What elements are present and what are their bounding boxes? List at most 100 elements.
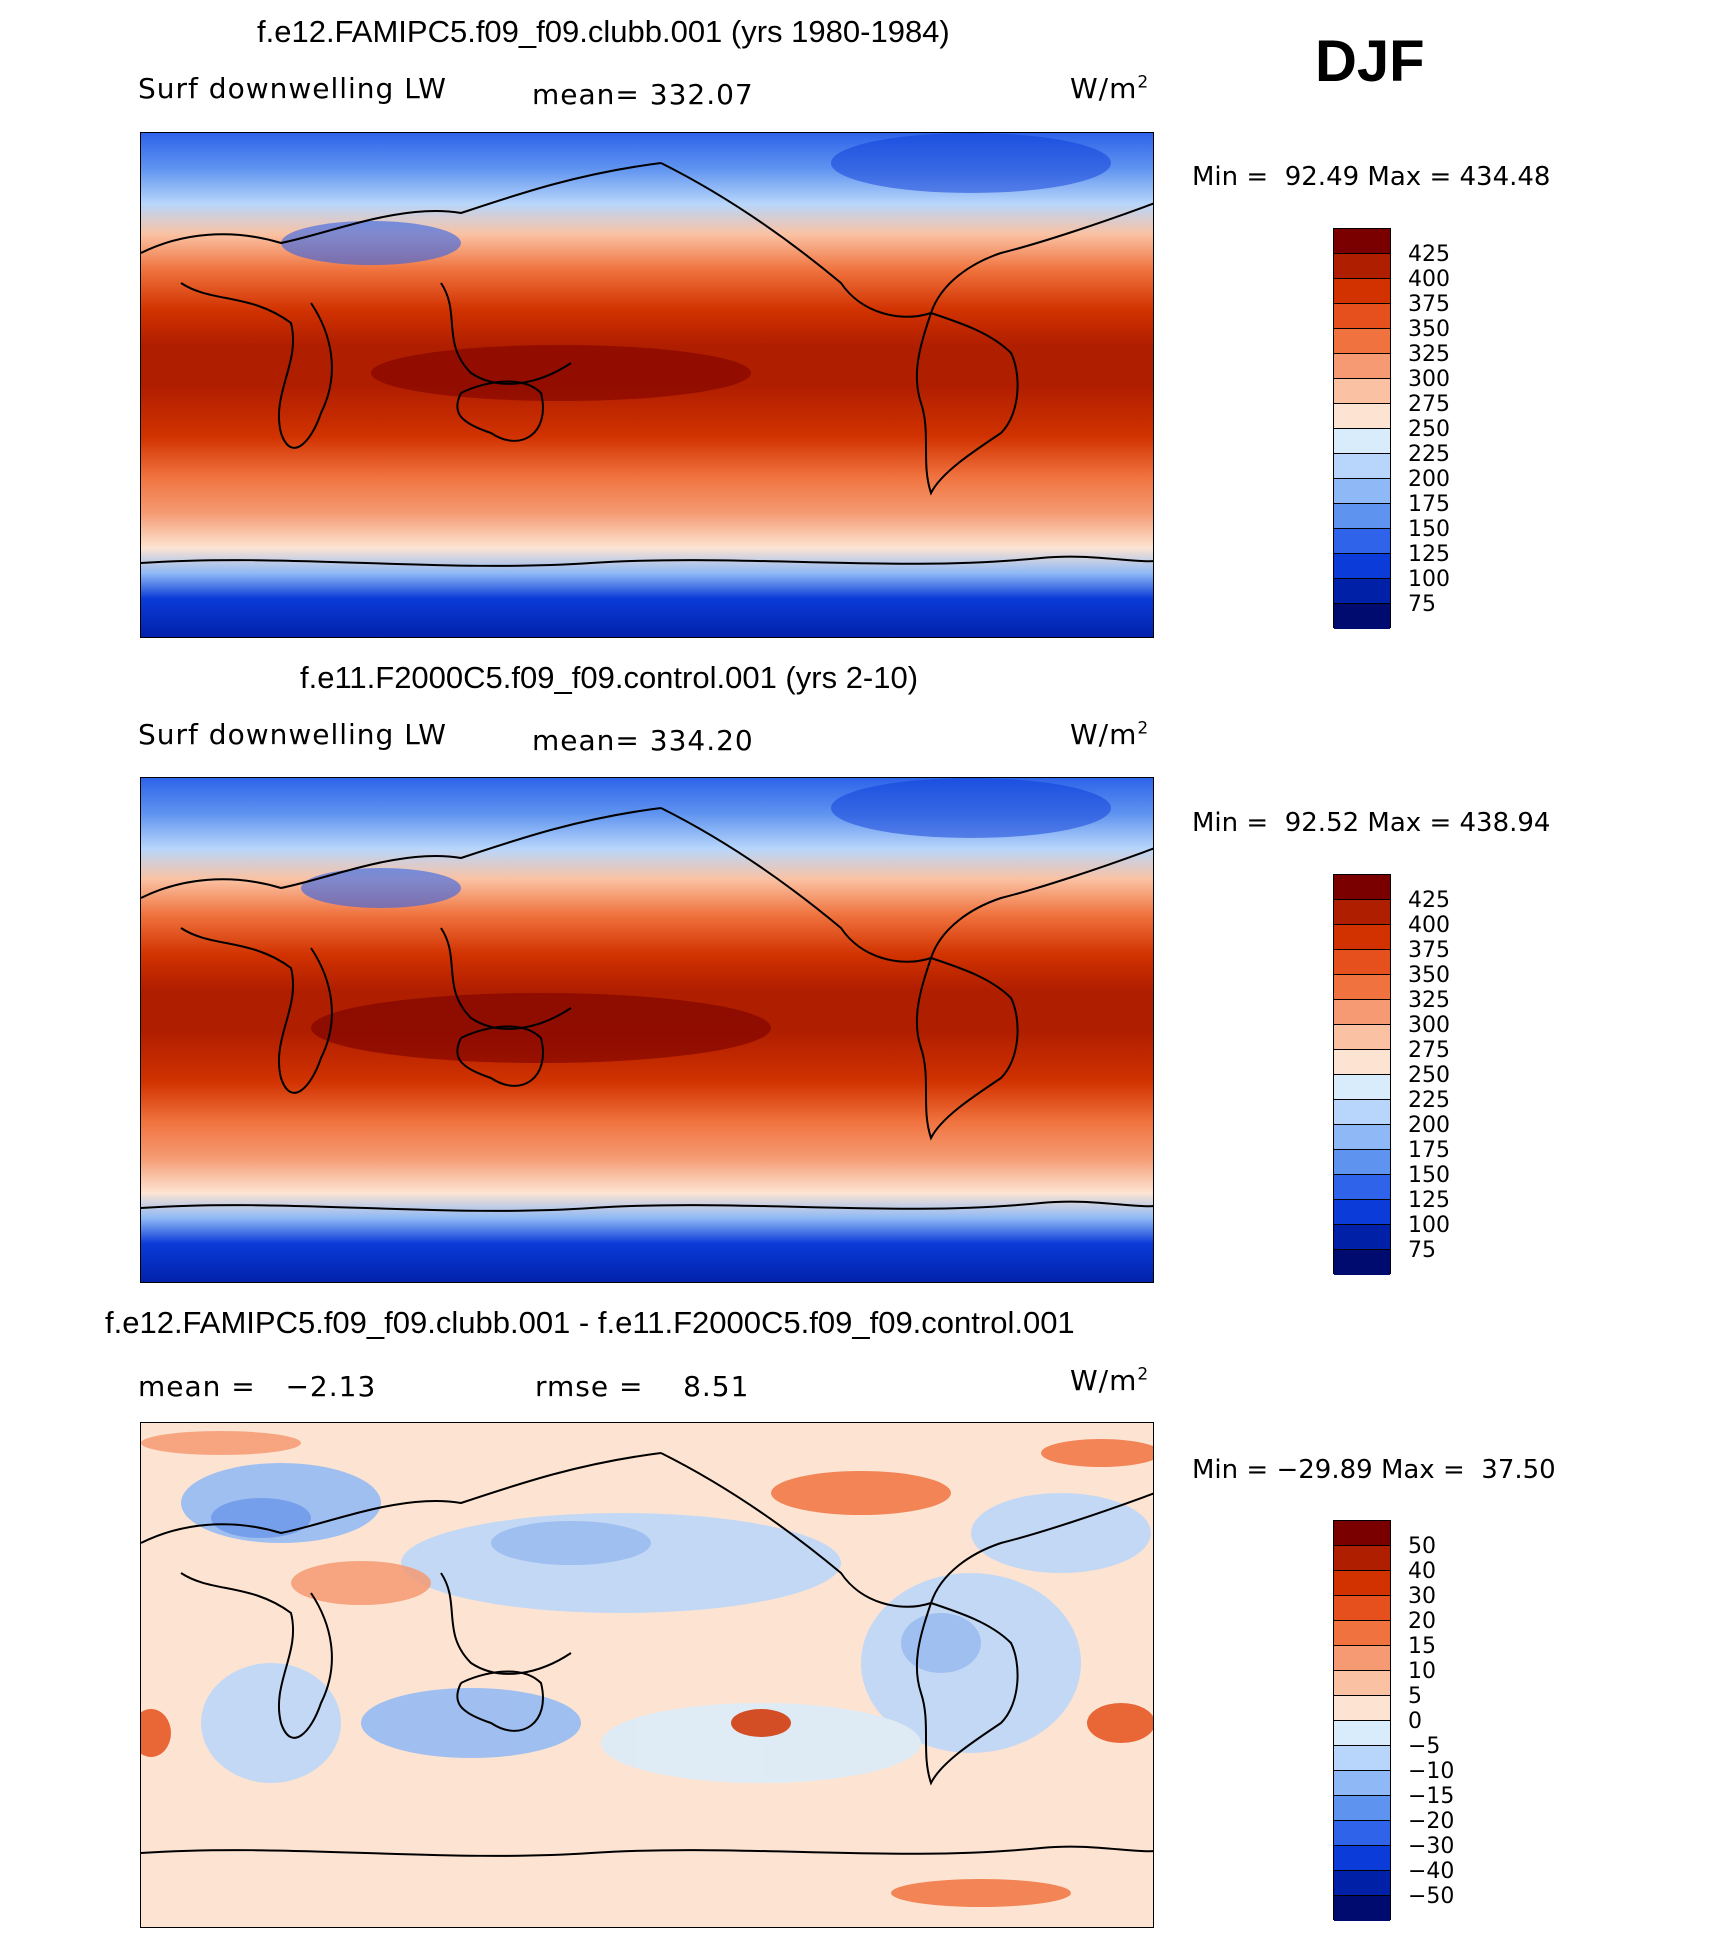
panel2-variable-label: Surf downwelling LW xyxy=(138,718,447,751)
panel2-units: W/m2 xyxy=(1070,718,1150,751)
colorbar-tick: 325 xyxy=(1408,988,1450,1013)
colorbar-tick: 300 xyxy=(1408,1013,1450,1038)
colorbar-tick: 250 xyxy=(1408,417,1450,442)
colorbar-swatch xyxy=(1334,529,1390,554)
colorbar-tick: 225 xyxy=(1408,1088,1450,1113)
colorbar-swatch xyxy=(1334,1771,1390,1796)
colorbar-tick: 350 xyxy=(1408,317,1450,342)
panel1-units: W/m2 xyxy=(1070,72,1150,105)
colorbar-tick: 125 xyxy=(1408,1188,1450,1213)
colorbar-tick: 75 xyxy=(1408,1238,1436,1263)
colorbar-swatch xyxy=(1334,1646,1390,1671)
colorbar-tick: 40 xyxy=(1408,1559,1436,1584)
colorbar-tick: 15 xyxy=(1408,1634,1436,1659)
colorbar-tick: 350 xyxy=(1408,963,1450,988)
colorbar-swatch xyxy=(1334,329,1390,354)
colorbar-tick: 400 xyxy=(1408,913,1450,938)
colorbar-swatch xyxy=(1334,1746,1390,1771)
panel3-mean-label: mean = −2.13 xyxy=(138,1370,377,1403)
colorbar-tick: 150 xyxy=(1408,517,1450,542)
colorbar-tick: 20 xyxy=(1408,1609,1436,1634)
colorbar-swatch xyxy=(1334,1050,1390,1075)
colorbar-swatch xyxy=(1334,1571,1390,1596)
colorbar-swatch xyxy=(1334,1896,1390,1921)
colorbar-swatch xyxy=(1334,900,1390,925)
colorbar-swatch xyxy=(1334,1200,1390,1225)
colorbar-tick: 375 xyxy=(1408,292,1450,317)
colorbar-tick: 50 xyxy=(1408,1534,1436,1559)
panel1-minmax: Min = 92.49 Max = 434.48 xyxy=(1192,162,1551,192)
colorbar-swatch xyxy=(1334,1671,1390,1696)
colorbar-swatch xyxy=(1334,579,1390,604)
colorbar-swatch xyxy=(1334,1821,1390,1846)
colorbar-tick: 225 xyxy=(1408,442,1450,467)
colorbar-swatch xyxy=(1334,604,1390,629)
colorbar-swatch xyxy=(1334,1596,1390,1621)
panel2-map xyxy=(140,777,1154,1283)
colorbar-tick: 375 xyxy=(1408,938,1450,963)
colorbar-swatch xyxy=(1334,1871,1390,1896)
colorbar-tick: 125 xyxy=(1408,542,1450,567)
panel2-colorbar xyxy=(1333,874,1391,1275)
panel3-rmse-label: rmse = 8.51 xyxy=(535,1370,750,1403)
panel2-title: f.e11.F2000C5.f09_f09.control.001 (yrs 2… xyxy=(300,660,919,695)
colorbar-tick: 200 xyxy=(1408,467,1450,492)
panel1-map xyxy=(140,132,1154,638)
colorbar-tick: 5 xyxy=(1408,1684,1422,1709)
colorbar-swatch xyxy=(1334,379,1390,404)
panel1-title: f.e12.FAMIPC5.f09_f09.clubb.001 (yrs 198… xyxy=(257,14,950,49)
colorbar-swatch xyxy=(1334,229,1390,254)
colorbar-swatch xyxy=(1334,1025,1390,1050)
colorbar-tick: 300 xyxy=(1408,367,1450,392)
panel3-colorbar xyxy=(1333,1520,1391,1921)
panel1-mean-label: mean= 332.07 xyxy=(532,78,754,111)
colorbar-swatch xyxy=(1334,1621,1390,1646)
colorbar-tick: 250 xyxy=(1408,1063,1450,1088)
colorbar-swatch xyxy=(1334,1125,1390,1150)
colorbar-tick: −50 xyxy=(1408,1884,1455,1909)
colorbar-tick: 200 xyxy=(1408,1113,1450,1138)
colorbar-tick: 30 xyxy=(1408,1584,1436,1609)
colorbar-tick: 150 xyxy=(1408,1163,1450,1188)
colorbar-swatch xyxy=(1334,875,1390,900)
colorbar-tick: 175 xyxy=(1408,492,1450,517)
colorbar-swatch xyxy=(1334,429,1390,454)
colorbar-tick: 0 xyxy=(1408,1709,1422,1734)
colorbar-tick: 275 xyxy=(1408,392,1450,417)
colorbar-swatch xyxy=(1334,1521,1390,1546)
colorbar-tick: −20 xyxy=(1408,1809,1455,1834)
colorbar-tick: 100 xyxy=(1408,1213,1450,1238)
colorbar-tick: 100 xyxy=(1408,567,1450,592)
panel3-title: f.e12.FAMIPC5.f09_f09.clubb.001 - f.e11.… xyxy=(105,1305,1075,1340)
colorbar-swatch xyxy=(1334,1150,1390,1175)
colorbar-tick: 400 xyxy=(1408,267,1450,292)
season-label: DJF xyxy=(1315,29,1425,94)
colorbar-tick: −15 xyxy=(1408,1784,1455,1809)
colorbar-swatch xyxy=(1334,1546,1390,1571)
colorbar-swatch xyxy=(1334,454,1390,479)
colorbar-tick: 275 xyxy=(1408,1038,1450,1063)
colorbar-swatch xyxy=(1334,1250,1390,1275)
colorbar-swatch xyxy=(1334,1075,1390,1100)
colorbar-tick: −30 xyxy=(1408,1834,1455,1859)
panel1-variable-label: Surf downwelling LW xyxy=(138,72,447,105)
colorbar-swatch xyxy=(1334,1000,1390,1025)
colorbar-swatch xyxy=(1334,1696,1390,1721)
colorbar-tick: 325 xyxy=(1408,342,1450,367)
colorbar-swatch xyxy=(1334,1796,1390,1821)
colorbar-swatch xyxy=(1334,304,1390,329)
colorbar-tick: 10 xyxy=(1408,1659,1436,1684)
colorbar-tick: 175 xyxy=(1408,1138,1450,1163)
colorbar-swatch xyxy=(1334,1721,1390,1746)
colorbar-swatch xyxy=(1334,504,1390,529)
colorbar-swatch xyxy=(1334,554,1390,579)
colorbar-swatch xyxy=(1334,950,1390,975)
colorbar-tick: −40 xyxy=(1408,1859,1455,1884)
colorbar-swatch xyxy=(1334,279,1390,304)
panel3-minmax: Min = −29.89 Max = 37.50 xyxy=(1192,1455,1556,1485)
panel3-units: W/m2 xyxy=(1070,1364,1150,1397)
colorbar-swatch xyxy=(1334,975,1390,1000)
colorbar-tick: −5 xyxy=(1408,1734,1441,1759)
colorbar-swatch xyxy=(1334,1175,1390,1200)
colorbar-swatch xyxy=(1334,479,1390,504)
